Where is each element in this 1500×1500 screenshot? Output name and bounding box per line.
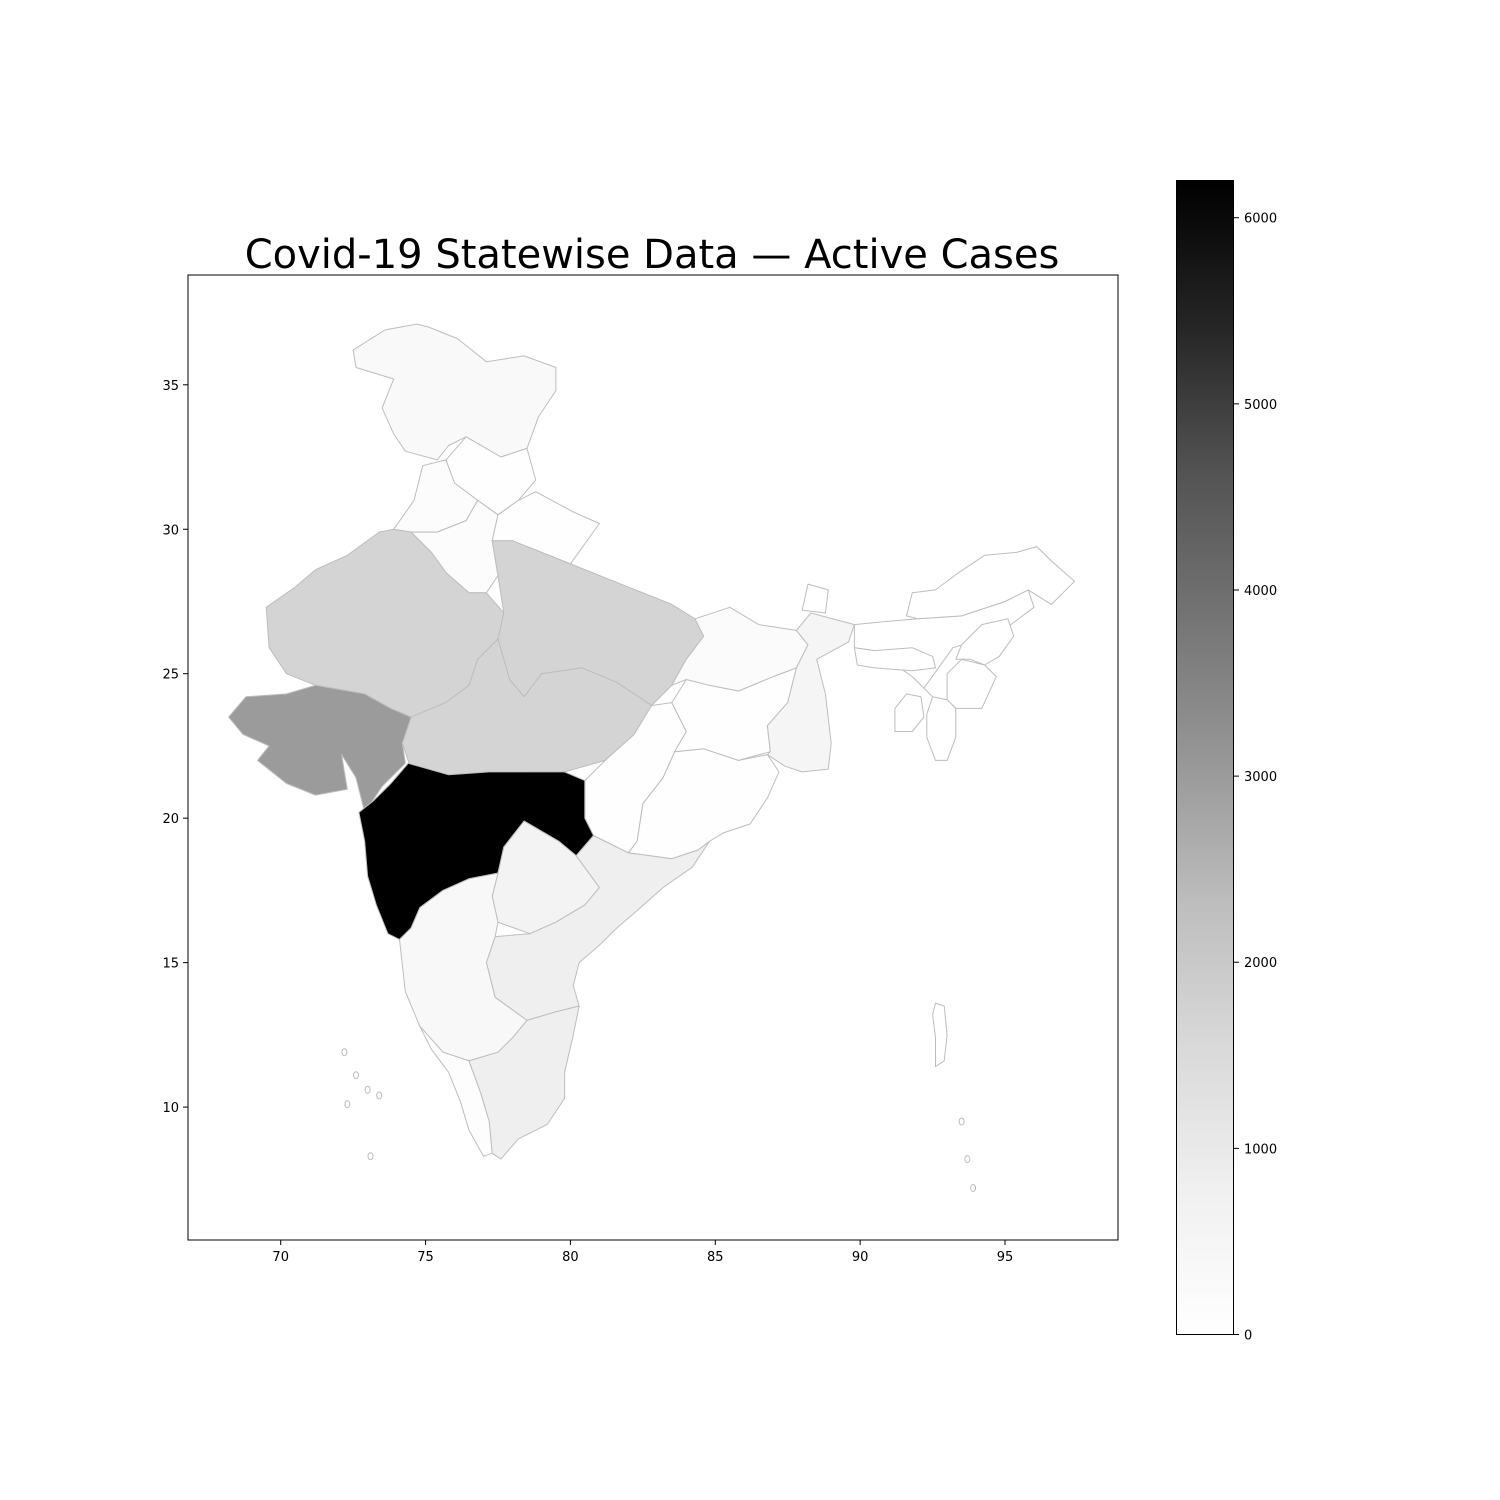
x-tick-label: 80 — [562, 1250, 579, 1265]
colorbar — [1176, 180, 1234, 1335]
island-marker — [344, 1100, 351, 1109]
state-tamil-nadu — [468, 1005, 580, 1160]
island-marker — [353, 1071, 359, 1080]
island-marker — [367, 1152, 374, 1161]
x-tick-label: 90 — [852, 1250, 869, 1265]
state-kerala — [419, 1025, 493, 1157]
island-marker — [341, 1048, 348, 1057]
state-sikkim — [801, 583, 829, 614]
state-meghalaya — [853, 647, 936, 672]
chart-title: Covid-19 Statewise Data — Active Cases — [245, 232, 1060, 278]
colorbar-tick-label: 1000 — [1244, 1142, 1277, 1157]
state-mizoram — [926, 696, 957, 761]
colorbar-tick-label: 3000 — [1244, 770, 1277, 785]
x-axis: 70 75 80 85 90 95 — [272, 1240, 1013, 1265]
colorbar-tick-label: 6000 — [1244, 212, 1277, 227]
y-tick-label: 20 — [162, 812, 179, 827]
colorbar-axis: 0 1000 2000 3000 4000 5000 6000 — [1234, 212, 1277, 1344]
map-layer — [228, 323, 1075, 1192]
island-marker — [364, 1085, 371, 1094]
state-odisha — [627, 748, 780, 860]
x-tick-label: 70 — [272, 1250, 289, 1265]
x-tick-label: 75 — [417, 1250, 434, 1265]
plot-frame — [187, 274, 1119, 1241]
state-nagaland — [955, 618, 1015, 666]
island-marker — [970, 1184, 977, 1192]
colorbar-tick-label: 4000 — [1244, 584, 1277, 599]
state-tripura — [894, 693, 925, 732]
state-gujarat — [228, 684, 412, 813]
y-tick-label: 10 — [162, 1101, 179, 1116]
state-arunachal-pradesh — [906, 546, 1075, 620]
colorbar-tick-label: 2000 — [1244, 956, 1277, 971]
island-marker — [958, 1117, 965, 1126]
colorbar-tick-label: 0 — [1244, 1329, 1252, 1344]
island-marker — [964, 1155, 971, 1164]
y-tick-label: 35 — [162, 379, 179, 394]
x-tick-label: 95 — [997, 1250, 1014, 1265]
colorbar-frame — [1176, 180, 1234, 1335]
y-axis: 10 15 20 25 30 35 — [162, 379, 188, 1116]
state-manipur — [946, 658, 997, 709]
state-jammu-and-kashmir — [352, 323, 557, 461]
island-marker — [376, 1091, 383, 1100]
x-tick-label: 85 — [707, 1250, 724, 1265]
state-andaman-and-nicobar — [932, 1002, 948, 1068]
y-tick-label: 30 — [162, 523, 179, 538]
y-tick-label: 25 — [162, 668, 179, 683]
colorbar-tick-label: 5000 — [1244, 398, 1277, 413]
y-tick-label: 15 — [162, 957, 179, 972]
